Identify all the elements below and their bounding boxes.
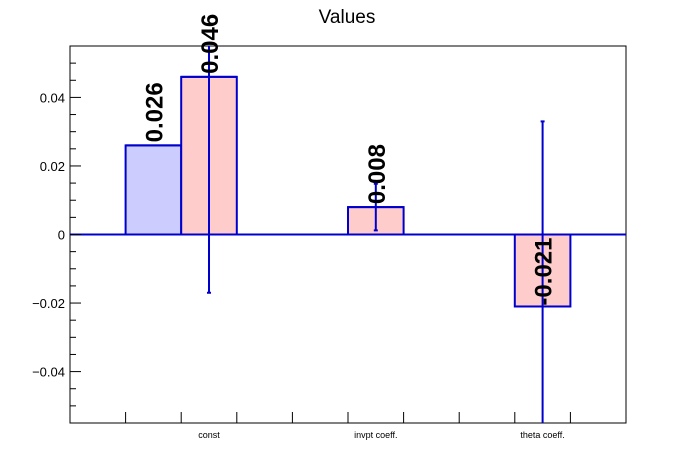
y-tick-label: −0.04: [32, 365, 65, 380]
chart-title: Values: [319, 7, 376, 28]
category-label: const: [198, 430, 220, 440]
data-label-0-s0: 0.026: [141, 82, 168, 142]
category-label: theta coeff.: [520, 430, 564, 440]
data-label-2-s1: -0.021: [531, 238, 558, 306]
data-label-1-s1: 0.008: [364, 144, 391, 204]
bar-const-s0: [124, 144, 183, 236]
y-tick-label: 0.02: [40, 159, 65, 174]
y-tick-label: −0.02: [32, 296, 65, 311]
y-tick-label: 0: [58, 228, 65, 243]
data-label-0-s1: 0.046: [197, 14, 224, 74]
category-label: invpt coeff.: [354, 430, 397, 440]
y-tick-label: 0.04: [40, 90, 65, 105]
